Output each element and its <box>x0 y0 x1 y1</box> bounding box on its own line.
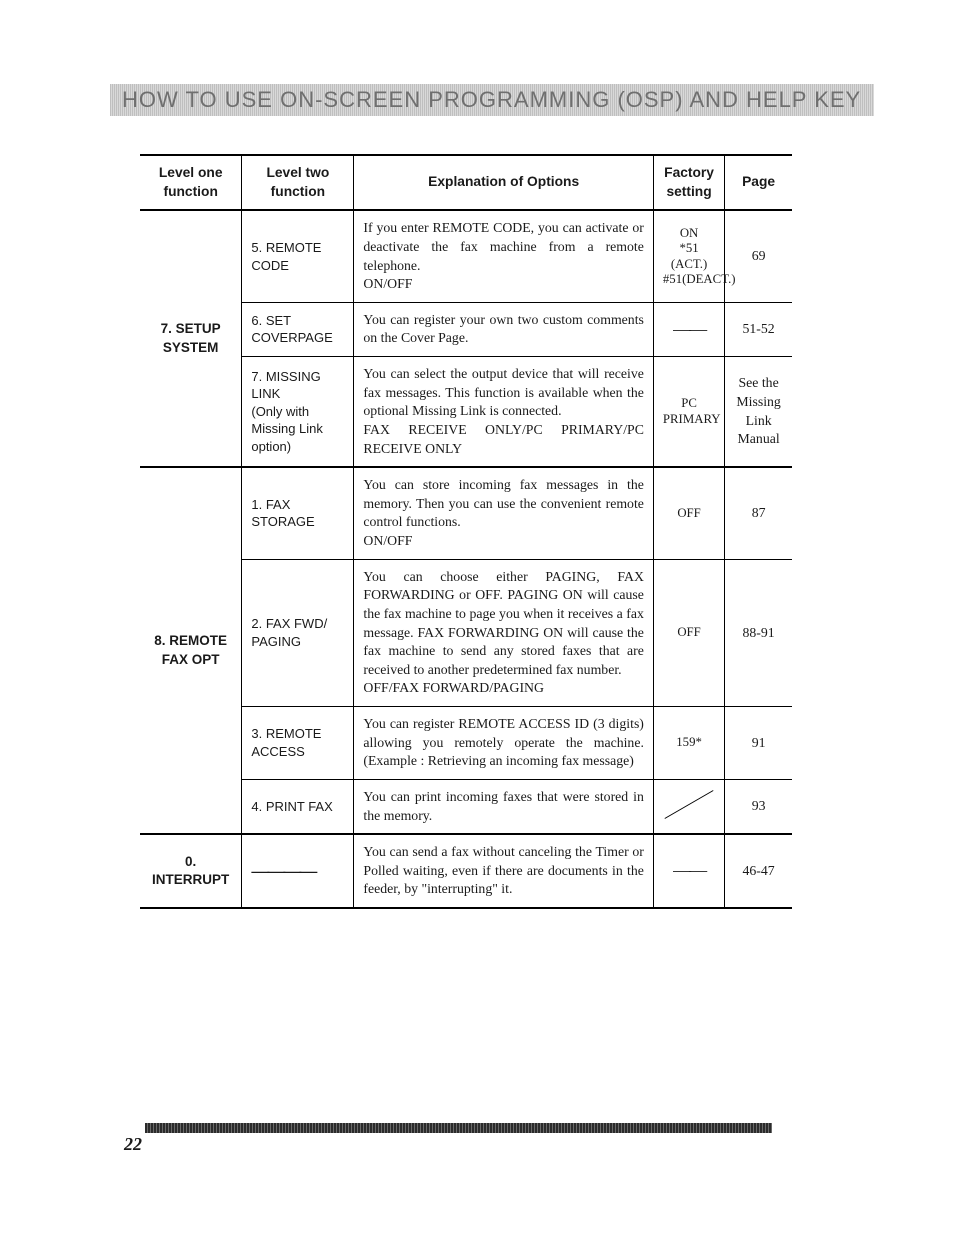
explanation-cell: You can store incoming fax messages in t… <box>354 467 654 559</box>
footer-rule <box>145 1123 772 1133</box>
explanation-cell: You can select the output device that wi… <box>354 357 654 468</box>
level2-cell: 5. REMOTE CODE <box>242 210 354 302</box>
explanation-cell: You can register your own two custom com… <box>354 302 654 356</box>
level1-cell: 7. SETUP SYSTEM <box>140 210 242 467</box>
long-dash: —— <box>673 860 705 880</box>
page-cell: 69 <box>725 210 792 302</box>
page-cell: 91 <box>725 707 792 780</box>
explanation-cell: You can choose either PAGING, FAX FORWAR… <box>354 559 654 706</box>
col-header-factory: Factory setting <box>653 155 724 210</box>
col-header-level2: Level two function <box>242 155 354 210</box>
factory-setting-cell: —— <box>653 302 724 356</box>
explanation-cell: You can send a fax without canceling the… <box>354 834 654 908</box>
table-row: 8. REMOTE FAX OPT1. FAX STORAGEYou can s… <box>140 467 792 559</box>
table-head: Level one function Level two function Ex… <box>140 155 792 210</box>
page-cell: 51-52 <box>725 302 792 356</box>
explanation-cell: If you enter REMOTE CODE, you can activa… <box>354 210 654 302</box>
page-cell: 88-91 <box>725 559 792 706</box>
page-cell: 93 <box>725 779 792 834</box>
level1-cell: 8. REMOTE FAX OPT <box>140 467 242 834</box>
page-cell: 46-47 <box>725 834 792 908</box>
factory-setting-cell: OFF <box>653 467 724 559</box>
explanation-cell: You can print incoming faxes that were s… <box>354 779 654 834</box>
banner-text: HOW TO USE ON-SCREEN PROGRAMMING (OSP) A… <box>122 87 861 113</box>
table-row: 7. SETUP SYSTEM5. REMOTE CODEIf you ente… <box>140 210 792 302</box>
col-header-page: Page <box>725 155 792 210</box>
factory-setting-cell: PC PRIMARY <box>653 357 724 468</box>
factory-setting-cell <box>653 779 724 834</box>
col-header-explanation: Explanation of Options <box>354 155 654 210</box>
section-banner: HOW TO USE ON-SCREEN PROGRAMMING (OSP) A… <box>110 84 874 116</box>
page-number: 22 <box>124 1134 142 1155</box>
level2-cell: 3. REMOTE ACCESS <box>242 707 354 780</box>
long-dash: ———— <box>251 861 315 881</box>
factory-setting-cell: 159* <box>653 707 724 780</box>
factory-setting-cell: OFF <box>653 559 724 706</box>
osp-table: Level one function Level two function Ex… <box>140 154 792 909</box>
factory-setting-cell: —— <box>653 834 724 908</box>
diagonal-mark <box>665 790 713 818</box>
level2-cell: ———— <box>242 834 354 908</box>
level2-cell: 4. PRINT FAX <box>242 779 354 834</box>
col-header-level1: Level one function <box>140 155 242 210</box>
osp-table-wrap: Level one function Level two function Ex… <box>140 154 792 909</box>
level2-cell: 1. FAX STORAGE <box>242 467 354 559</box>
table-body: 7. SETUP SYSTEM5. REMOTE CODEIf you ente… <box>140 210 792 908</box>
level2-cell: 6. SET COVERPAGE <box>242 302 354 356</box>
explanation-cell: You can register REMOTE ACCESS ID (3 dig… <box>354 707 654 780</box>
page-cell: See the Missing Link Manual <box>725 357 792 468</box>
page-cell: 87 <box>725 467 792 559</box>
level2-cell: 7. MISSING LINK(Only with Missing Link o… <box>242 357 354 468</box>
factory-setting-cell: ON*51 (ACT.)#51(DEACT.) <box>653 210 724 302</box>
level1-cell: 0. INTERRUPT <box>140 834 242 908</box>
long-dash: —— <box>673 319 705 339</box>
page: HOW TO USE ON-SCREEN PROGRAMMING (OSP) A… <box>0 0 954 1235</box>
table-row: 0. INTERRUPT ———— You can send a fax witho… <box>140 834 792 908</box>
level2-cell: 2. FAX FWD/ PAGING <box>242 559 354 706</box>
